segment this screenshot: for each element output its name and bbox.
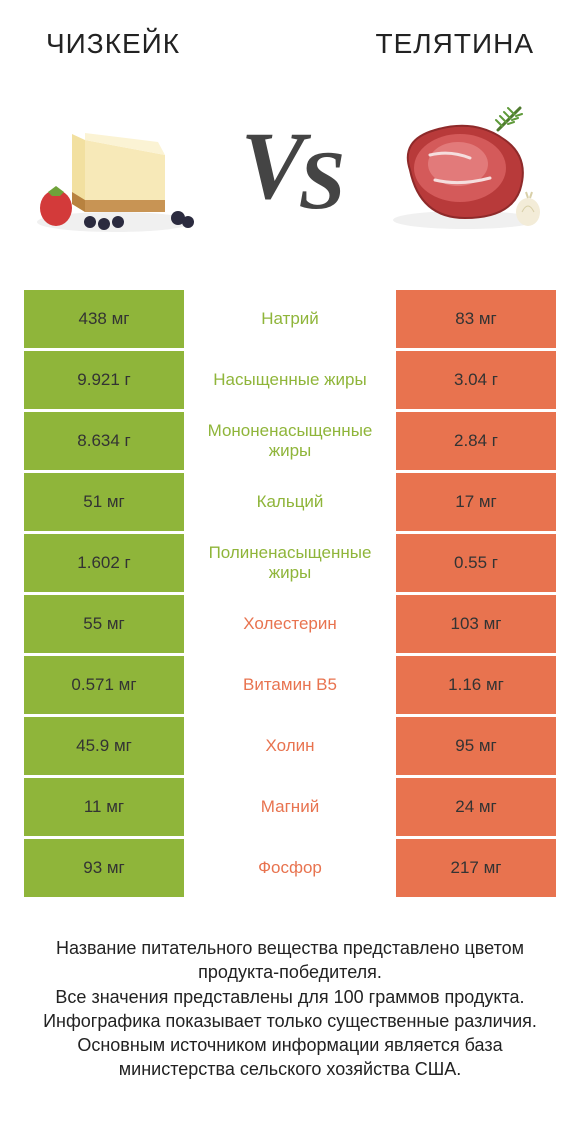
nutrient-label: Мононенасыщенные жиры <box>184 412 396 470</box>
value-right: 103 мг <box>396 595 556 653</box>
veal-icon <box>380 95 550 245</box>
value-right: 2.84 г <box>396 412 556 470</box>
nutrient-label: Витамин B5 <box>184 656 396 714</box>
value-left: 438 мг <box>24 290 184 348</box>
value-right: 0.55 г <box>396 534 556 592</box>
value-left: 55 мг <box>24 595 184 653</box>
vs-label: VS <box>241 122 340 218</box>
nutrient-label: Магний <box>184 778 396 836</box>
value-left: 8.634 г <box>24 412 184 470</box>
footer-notes: Название питательного вещества представл… <box>0 900 580 1082</box>
hero-row: VS <box>0 70 580 290</box>
table-row: 1.602 гПолиненасыщенные жиры0.55 г <box>24 534 556 592</box>
footer-line: Название питательного вещества представл… <box>28 936 552 985</box>
vs-s: S <box>299 139 340 223</box>
nutrient-label: Холестерин <box>184 595 396 653</box>
footer-line: Инфографика показывает только существенн… <box>28 1009 552 1033</box>
cheesecake-icon <box>30 95 200 245</box>
value-right: 217 мг <box>396 839 556 897</box>
value-right: 3.04 г <box>396 351 556 409</box>
footer-line: Основным источником информации является … <box>28 1033 552 1082</box>
nutrient-label: Полиненасыщенные жиры <box>184 534 396 592</box>
value-left: 0.571 мг <box>24 656 184 714</box>
table-row: 93 мгФосфор217 мг <box>24 839 556 897</box>
value-right: 95 мг <box>396 717 556 775</box>
table-row: 11 мгМагний24 мг <box>24 778 556 836</box>
table-row: 0.571 мгВитамин B51.16 мг <box>24 656 556 714</box>
value-right: 17 мг <box>396 473 556 531</box>
nutrient-label: Холин <box>184 717 396 775</box>
vs-v: V <box>241 118 299 214</box>
value-right: 1.16 мг <box>396 656 556 714</box>
value-right: 24 мг <box>396 778 556 836</box>
value-left: 93 мг <box>24 839 184 897</box>
value-left: 45.9 мг <box>24 717 184 775</box>
table-row: 8.634 гМононенасыщенные жиры2.84 г <box>24 412 556 470</box>
nutrient-label: Фосфор <box>184 839 396 897</box>
nutrient-label: Кальций <box>184 473 396 531</box>
value-left: 51 мг <box>24 473 184 531</box>
table-row: 9.921 гНасыщенные жиры3.04 г <box>24 351 556 409</box>
value-right: 83 мг <box>396 290 556 348</box>
table-row: 51 мгКальций17 мг <box>24 473 556 531</box>
value-left: 1.602 г <box>24 534 184 592</box>
title-right: ТЕЛЯТИНА <box>376 28 535 60</box>
title-left: ЧИЗКЕЙК <box>46 28 180 60</box>
table-row: 45.9 мгХолин95 мг <box>24 717 556 775</box>
header: ЧИЗКЕЙК ТЕЛЯТИНА <box>0 0 580 70</box>
comparison-table: 438 мгНатрий83 мг9.921 гНасыщенные жиры3… <box>0 290 580 897</box>
footer-line: Все значения представлены для 100 граммо… <box>28 985 552 1009</box>
table-row: 438 мгНатрий83 мг <box>24 290 556 348</box>
nutrient-label: Натрий <box>184 290 396 348</box>
nutrient-label: Насыщенные жиры <box>184 351 396 409</box>
value-left: 11 мг <box>24 778 184 836</box>
table-row: 55 мгХолестерин103 мг <box>24 595 556 653</box>
value-left: 9.921 г <box>24 351 184 409</box>
